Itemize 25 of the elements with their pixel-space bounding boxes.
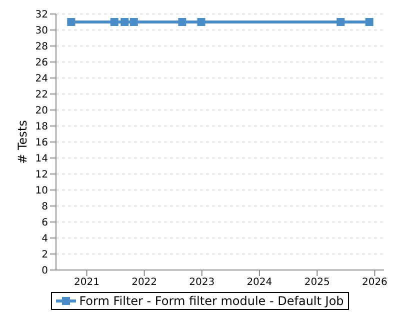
- y-tick-label: 10: [35, 186, 48, 197]
- y-tick-label: 30: [35, 26, 48, 37]
- x-tick-label: 2026: [362, 277, 388, 288]
- y-tick-label: 28: [35, 42, 48, 53]
- y-tick-label: 2: [42, 250, 48, 261]
- y-tick-label: 18: [35, 122, 48, 133]
- y-tick-label: 0: [42, 266, 48, 277]
- y-tick-label: 32: [35, 10, 48, 21]
- y-tick-label: 8: [42, 202, 48, 213]
- y-tick-label: 12: [35, 170, 48, 181]
- x-tick-label: 2022: [132, 277, 158, 288]
- legend-label: Form Filter - Form filter module - Default Job: [79, 294, 344, 308]
- y-tick-label: 22: [35, 90, 48, 101]
- y-tick-label: 4: [42, 234, 48, 245]
- x-tick-label: 2023: [189, 277, 215, 288]
- x-tick-label: 2024: [246, 277, 272, 288]
- x-tick-label: 2021: [74, 277, 100, 288]
- y-tick-label: 14: [35, 154, 48, 165]
- x-tick-label: 2025: [304, 277, 330, 288]
- y-tick-label: 20: [35, 106, 48, 117]
- y-tick-label: 16: [35, 138, 48, 149]
- y-tick-label: 6: [42, 218, 48, 229]
- y-axis-title: # Tests: [15, 120, 30, 164]
- y-tick-label: 24: [35, 74, 48, 85]
- y-tick-label: 26: [35, 58, 48, 69]
